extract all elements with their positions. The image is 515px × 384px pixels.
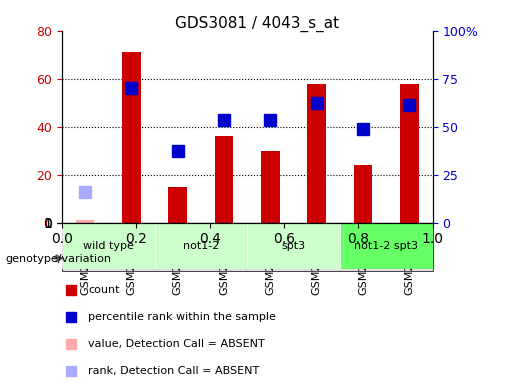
Bar [261,151,280,223]
Bar [122,52,141,223]
Text: value, Detection Call = ABSENT: value, Detection Call = ABSENT [88,339,265,349]
FancyBboxPatch shape [247,223,340,269]
Text: not1-2: not1-2 [183,241,219,251]
Text: wild type: wild type [83,241,133,251]
FancyBboxPatch shape [154,223,247,269]
Bar [215,136,233,223]
Bar [307,84,326,223]
Bar [354,165,372,223]
Bar [400,84,419,223]
Text: not1-2 spt3: not1-2 spt3 [354,241,418,251]
Text: count: count [88,285,119,295]
FancyBboxPatch shape [340,223,433,269]
Bar [168,187,187,223]
Bar [76,220,94,223]
Text: spt3: spt3 [282,241,305,251]
Text: genotype/variation: genotype/variation [5,254,111,264]
Text: rank, Detection Call = ABSENT: rank, Detection Call = ABSENT [88,366,260,376]
Text: GDS3081 / 4043_s_at: GDS3081 / 4043_s_at [176,15,339,31]
Text: percentile rank within the sample: percentile rank within the sample [88,312,276,322]
FancyBboxPatch shape [62,223,154,269]
